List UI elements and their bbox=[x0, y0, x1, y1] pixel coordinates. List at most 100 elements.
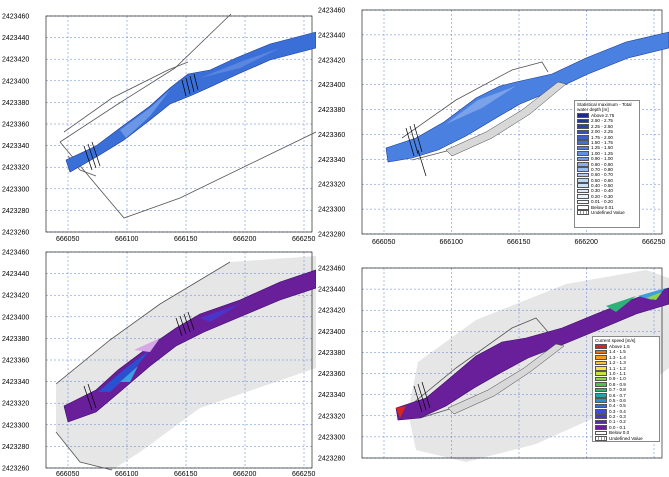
x-tick-label: 666150 bbox=[507, 239, 530, 246]
depth-map-existing: 2423460 2423440 2423420 2423400 2423380 24233… bbox=[0, 0, 316, 242]
legend-swatch bbox=[577, 161, 589, 167]
y-tick-label: 2423280 bbox=[2, 208, 29, 215]
legend-swatch bbox=[577, 124, 589, 129]
legend-item: 2.00 - 2.25 bbox=[577, 129, 637, 134]
legend-label: 0.30 - 0.40 bbox=[591, 188, 613, 194]
y-tick-label: 2423380 bbox=[318, 350, 345, 357]
y-tick-label: 2423420 bbox=[2, 293, 29, 300]
y-tick-label: 2423380 bbox=[2, 336, 29, 343]
legend-label: Below 0.01 bbox=[591, 204, 614, 210]
legend-item: 2.50 - 2.75 bbox=[577, 118, 637, 123]
speed-map-proposed: 2423460 2423440 2423420 2423400 2423380 24233… bbox=[316, 258, 669, 477]
legend-label: 2.50 - 2.75 bbox=[591, 118, 613, 124]
legend-item: 2.25 - 2.50 bbox=[577, 124, 637, 129]
hydraulic-structure bbox=[83, 73, 199, 171]
legend-label: 0.3 - 0.4 bbox=[609, 408, 626, 414]
legend-label: 0.90 - 1.00 bbox=[591, 156, 613, 162]
legend-item: 0.2 - 0.3 bbox=[595, 414, 657, 419]
y-tick-label: 2423300 bbox=[318, 207, 345, 214]
map-grid: 2423460 2423440 2423420 2423400 2423380 24233… bbox=[318, 266, 663, 463]
legend-swatch bbox=[595, 392, 607, 398]
depth-map-proposed: 2423460 2423440 2423420 2423400 2423380 24233… bbox=[316, 0, 669, 258]
legend-swatch bbox=[577, 129, 589, 135]
y-tick-label: 2423440 bbox=[2, 35, 29, 42]
y-tick-label: 2423400 bbox=[318, 329, 345, 336]
y-tick-label: 2423360 bbox=[2, 122, 29, 129]
legend-item: 1.3 - 1.4 bbox=[595, 355, 657, 360]
map-grid: 2423460 2423440 2423420 2423400 2423380 24233… bbox=[2, 14, 315, 243]
legend-swatch bbox=[595, 387, 607, 393]
legend-swatch bbox=[577, 172, 589, 178]
legend-item: 1.4 - 1.5 bbox=[595, 349, 657, 354]
legend-swatch bbox=[577, 151, 589, 156]
legend-label: 1.1 - 1.2 bbox=[609, 365, 626, 371]
y-tick-label: 2423400 bbox=[2, 314, 29, 321]
y-tick-label: 2423460 bbox=[318, 266, 345, 273]
current-speed-field bbox=[395, 287, 669, 421]
current-speed-legend: Current speed [m/s] Above 1.5 1.4 - 1.5 1.… bbox=[592, 336, 660, 442]
legend-item: 0.0 - 0.1 bbox=[595, 425, 657, 430]
legend-item: 1.1 - 1.2 bbox=[595, 366, 657, 371]
y-tick-label: 2423360 bbox=[318, 371, 345, 378]
legend-label: 1.4 - 1.5 bbox=[609, 349, 626, 355]
y-tick-label: 2423280 bbox=[2, 444, 29, 451]
legend-label: Above 1.5 bbox=[609, 344, 630, 349]
y-tick-label: 2423340 bbox=[2, 143, 29, 150]
legend-label: 1.50 - 1.75 bbox=[591, 139, 613, 145]
legend-swatch bbox=[595, 436, 607, 441]
legend-swatch bbox=[595, 409, 607, 414]
y-tick-label: 2423280 bbox=[318, 232, 345, 239]
legend-swatch bbox=[595, 425, 607, 430]
legend-label: Undefined Value bbox=[591, 210, 625, 216]
legend-item: 0.6 - 0.7 bbox=[595, 393, 657, 398]
legend-swatch bbox=[577, 183, 589, 189]
legend-item: 0.3 - 0.4 bbox=[595, 409, 657, 414]
y-tick-label: 2423420 bbox=[318, 308, 345, 315]
legend-swatch bbox=[577, 156, 589, 162]
embankment-hatch bbox=[445, 81, 567, 157]
plot-frame bbox=[361, 267, 663, 459]
legend-label: 2.25 - 2.50 bbox=[591, 123, 613, 129]
legend-swatch bbox=[577, 140, 589, 145]
model-domain-outline bbox=[55, 261, 231, 471]
legend-item: 0.01 - 0.20 bbox=[577, 199, 637, 204]
legend-swatch bbox=[577, 167, 589, 172]
y-tick-label: 2423260 bbox=[2, 466, 29, 473]
legend-item: 0.70 - 0.80 bbox=[577, 167, 637, 172]
y-tick-label: 2423420 bbox=[2, 57, 29, 64]
y-tick-label: 2423380 bbox=[2, 100, 29, 107]
legend-swatch bbox=[595, 382, 607, 387]
x-tick-label: 666100 bbox=[115, 471, 138, 477]
legend-swatch bbox=[577, 178, 589, 183]
speed-map-existing: 2423460 2423440 2423420 2423400 2423380 24233… bbox=[0, 242, 316, 477]
x-tick-label: 666200 bbox=[233, 471, 256, 477]
legend-swatch bbox=[577, 199, 589, 205]
legend-swatch bbox=[577, 113, 589, 118]
legend-item: 1.0 - 1.1 bbox=[595, 371, 657, 376]
y-tick-label: 2423360 bbox=[2, 358, 29, 365]
legend-label: 1.2 - 1.3 bbox=[609, 360, 626, 366]
legend-label: 1.75 - 2.00 bbox=[591, 134, 613, 140]
legend-item: 0.1 - 0.2 bbox=[595, 419, 657, 424]
x-tick-label: 666050 bbox=[56, 236, 79, 242]
x-tick-label: 666200 bbox=[233, 236, 256, 242]
legend-label: 0.20 - 0.30 bbox=[591, 193, 613, 199]
x-tick-label: 666100 bbox=[440, 239, 463, 246]
legend-item: 1.00 - 1.25 bbox=[577, 151, 637, 156]
legend-title: Current speed [m/s] bbox=[595, 338, 636, 343]
y-tick-label: 2423420 bbox=[318, 57, 345, 64]
y-tick-label: 2423340 bbox=[318, 392, 345, 399]
legend-swatch bbox=[595, 355, 607, 360]
model-domain-outline bbox=[59, 13, 316, 219]
legend-swatch bbox=[595, 376, 607, 382]
y-tick-label: 2423260 bbox=[2, 230, 29, 237]
legend-label: 0.6 - 0.7 bbox=[609, 392, 626, 398]
legend-swatch bbox=[577, 118, 589, 124]
y-tick-label: 2423400 bbox=[318, 82, 345, 89]
legend-label: 0.9 - 1.0 bbox=[609, 376, 626, 382]
legend-swatch bbox=[595, 349, 607, 355]
legend-label: 0.0 - 0.1 bbox=[609, 424, 626, 430]
x-tick-label: 666200 bbox=[575, 239, 598, 246]
legend-label: 1.0 - 1.1 bbox=[609, 370, 626, 376]
legend-swatch bbox=[577, 205, 589, 210]
